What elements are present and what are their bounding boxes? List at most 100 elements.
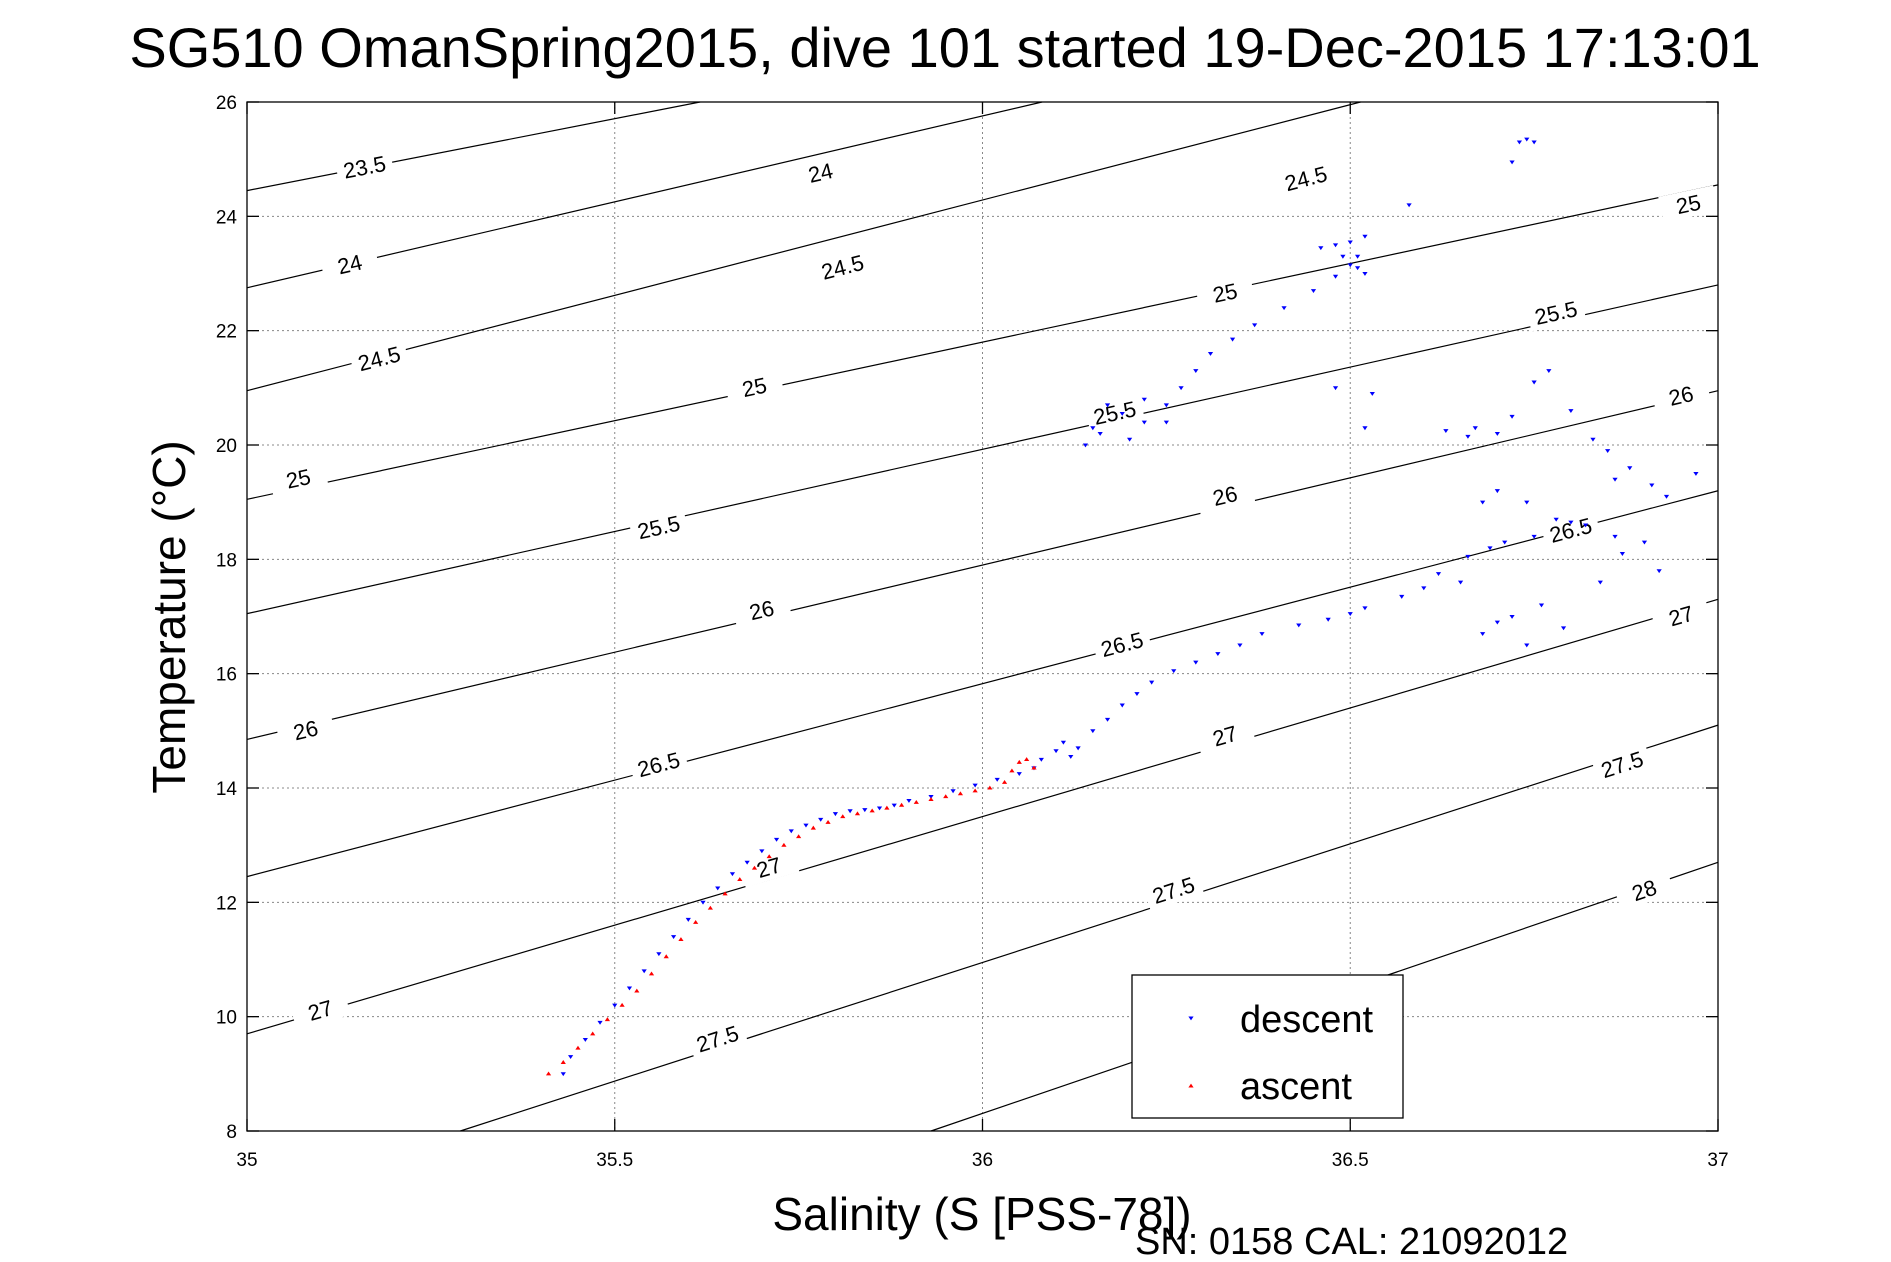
descent-point — [1568, 520, 1574, 525]
legend-descent-label: descent — [1240, 999, 1374, 1041]
descent-point — [1097, 432, 1103, 436]
ascent-point — [884, 805, 890, 810]
contour-label-mask — [1084, 393, 1145, 432]
contour-label-mask — [738, 846, 800, 888]
ascent-point — [943, 794, 949, 799]
ascent-point — [854, 811, 861, 816]
contour-label-mask — [1194, 715, 1256, 756]
descent-point — [1171, 669, 1177, 674]
descent-point — [1597, 580, 1603, 585]
descent-point — [1053, 749, 1059, 754]
contour-label-mask — [1650, 376, 1712, 415]
x-tick-label: 35.5 — [596, 1150, 633, 1171]
descent-point — [1531, 140, 1537, 145]
descent-point — [847, 809, 853, 814]
legend-box — [1131, 974, 1404, 1119]
y-tick-label: 24 — [216, 207, 238, 228]
contour-label-mask — [1275, 158, 1337, 198]
ascent-point — [619, 1002, 625, 1007]
descent-point — [1641, 540, 1648, 545]
contour-label-mask — [628, 508, 689, 546]
y-tick-label: 16 — [216, 665, 237, 686]
descent-point — [1362, 234, 1368, 239]
descent-point — [1207, 351, 1214, 356]
ascent-point — [869, 808, 875, 813]
density-contour-line — [246, 598, 1719, 1035]
descent-point — [1472, 426, 1478, 431]
ascent-point — [766, 854, 772, 859]
x-tick-label: 36.5 — [1332, 1150, 1369, 1171]
descent-point — [1509, 414, 1515, 419]
descent-point — [568, 1055, 574, 1060]
descent-point — [1524, 643, 1530, 648]
contour-label-mask — [731, 590, 792, 629]
descent-point — [928, 795, 934, 799]
descent-point — [1619, 552, 1625, 556]
contour-label-mask — [724, 368, 785, 406]
descent-point — [818, 817, 824, 822]
descent-point — [832, 812, 838, 817]
descent-point — [1325, 617, 1331, 622]
contour-label-mask — [790, 153, 851, 192]
ascent-point — [1009, 768, 1015, 773]
descent-point — [994, 777, 1000, 782]
y-tick-label: 20 — [216, 436, 237, 457]
plot-background — [247, 102, 1718, 1131]
ascent-point — [1001, 779, 1008, 784]
contour-label-mask — [289, 989, 351, 1031]
density-contour-line — [246, 101, 701, 192]
density-contour-label: 24 — [806, 158, 836, 188]
descent-point — [1082, 443, 1089, 448]
descent-point — [1369, 391, 1375, 396]
descent-point — [1104, 717, 1111, 722]
contour-label-mask — [1650, 595, 1712, 636]
descent-point — [1193, 369, 1199, 374]
contour-label-mask — [1091, 624, 1153, 664]
descent-point — [560, 1072, 566, 1077]
descent-point — [1480, 632, 1486, 636]
ascent-point — [898, 802, 905, 807]
descent-point — [1494, 432, 1500, 436]
contour-label-mask — [1525, 293, 1587, 332]
descent-point — [1038, 757, 1044, 762]
descent-point — [1524, 500, 1530, 505]
ascent-point — [751, 865, 758, 870]
grid — [247, 102, 1718, 1131]
contour-label-mask — [1142, 868, 1205, 911]
contour-label-mask — [628, 744, 690, 784]
descent-point — [759, 849, 765, 854]
descent-point — [656, 952, 662, 957]
descent-point — [715, 886, 721, 891]
descent-point — [1016, 772, 1022, 777]
descent-point — [1362, 606, 1368, 611]
density-contour-line — [246, 101, 1043, 289]
ascent-point — [663, 954, 669, 959]
descent-point — [1310, 289, 1317, 293]
descent-point — [1347, 612, 1353, 616]
descent-point — [1649, 483, 1655, 488]
descent-point — [1612, 477, 1618, 482]
descent-point — [1399, 594, 1405, 599]
descent-point — [1362, 271, 1368, 276]
contour-label-mask — [1658, 185, 1719, 223]
descent-point — [1435, 572, 1442, 576]
descent-point — [1531, 534, 1537, 539]
descent-point — [773, 837, 780, 842]
density-contour-label: 25 — [1211, 278, 1240, 308]
x-tick-label: 35 — [236, 1150, 257, 1171]
ascent-point — [545, 1071, 552, 1076]
descent-point — [1465, 434, 1471, 439]
ascent-point — [634, 988, 640, 993]
serial-calibration-note: SN: 0158 CAL: 21092012 — [1135, 1221, 1568, 1262]
ascent-point — [722, 891, 728, 896]
descent-point — [906, 799, 912, 803]
density-contour-line — [246, 390, 1719, 740]
contour-label-mask — [268, 459, 329, 497]
descent-point — [1355, 266, 1361, 271]
ascent-point — [678, 937, 684, 942]
descent-point — [1347, 240, 1353, 245]
descent-point — [1340, 254, 1346, 259]
density-contour-line — [246, 101, 1361, 392]
descent-point — [626, 986, 633, 991]
density-contour-label: 25 — [1674, 190, 1703, 220]
